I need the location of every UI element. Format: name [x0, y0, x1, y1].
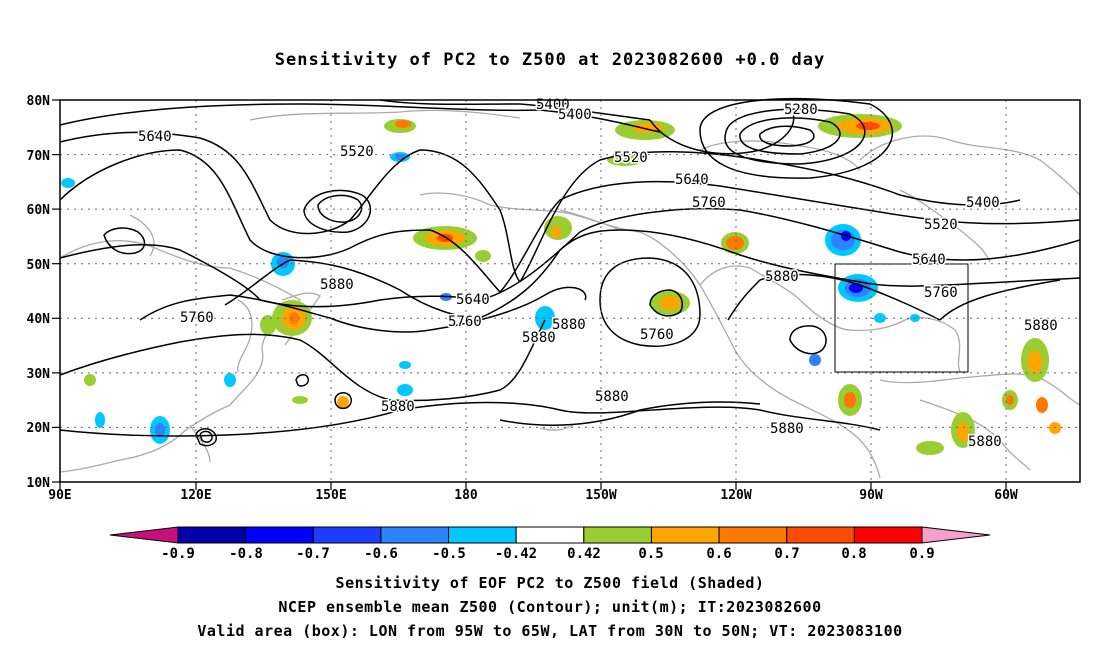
- map-area: 5400 5400 5280 5640 5520 5520 5640 5760 …: [27, 94, 1081, 503]
- lat-label: 60N: [27, 203, 51, 218]
- colorbar-label: -0.6: [364, 546, 398, 562]
- colorbar-label: -0.8: [229, 546, 263, 562]
- lon-tick-labels: 90E 120E 150E 180 150W 120W 90W 60W: [48, 488, 1018, 503]
- colorbar-label: 0.5: [638, 546, 663, 562]
- lat-label: 50N: [27, 258, 51, 273]
- lon-label: 120E: [180, 488, 211, 503]
- grid-lines: [60, 100, 1080, 482]
- lat-label: 30N: [27, 367, 51, 382]
- lon-label: 150W: [585, 488, 616, 503]
- colorbar-label: 0.9: [909, 546, 934, 562]
- colorbar-boxes: [177, 526, 923, 544]
- lat-tick-labels: 80N 70N 60N 50N 40N 30N 20N 10N: [27, 94, 51, 491]
- contour-label: 5760: [692, 195, 726, 211]
- lon-label: 150E: [315, 488, 346, 503]
- axis-ticks: [52, 99, 1007, 490]
- contour-label: 5880: [552, 317, 586, 333]
- colorbar-label: -0.5: [432, 546, 466, 562]
- lat-label: 80N: [27, 94, 51, 109]
- lat-label: 10N: [27, 476, 51, 491]
- contour-label: 5880: [765, 269, 799, 285]
- colorbar-box: [583, 526, 652, 544]
- colorbar-label: 0.42: [567, 546, 601, 562]
- map-frame: [59, 99, 1081, 483]
- colorbar-box: [448, 526, 517, 544]
- contour-label: 5400: [966, 195, 1000, 211]
- contour-label: 5880: [968, 434, 1002, 450]
- colorbar-high-end: [921, 526, 991, 544]
- plot-title: Sensitivity of PC2 to Z500 at 2023082600…: [274, 50, 826, 70]
- colorbar-box: [312, 526, 382, 544]
- contour-label: 5640: [456, 292, 490, 308]
- lon-label: 180: [454, 488, 478, 503]
- lon-label: 60W: [994, 488, 1018, 503]
- colorbar-box: [515, 526, 585, 544]
- colorbar-label: -0.9: [161, 546, 195, 562]
- colorbar-box: [650, 526, 720, 544]
- contour-label: 5400: [558, 107, 592, 123]
- contour-label: 5880: [320, 277, 354, 293]
- lat-label: 20N: [27, 421, 51, 436]
- contour-label: 5520: [614, 150, 648, 166]
- contour-label: 5880: [770, 421, 804, 437]
- colorbar-label: -0.42: [495, 546, 537, 562]
- contour-label: 5880: [522, 330, 556, 346]
- z500-contours: [59, 97, 1081, 447]
- caption-contour: NCEP ensemble mean Z500 (Contour); unit(…: [278, 598, 822, 616]
- contour-label: 5640: [138, 129, 172, 145]
- contour-label: 5760: [448, 314, 482, 330]
- lon-label: 90W: [859, 488, 883, 503]
- colorbar-box: [177, 526, 247, 544]
- colorbar-box: [245, 526, 314, 544]
- contour-label: 5520: [340, 144, 374, 160]
- contour-labels: 5400 5400 5280 5640 5520 5520 5640 5760 …: [137, 96, 1060, 452]
- colorbar-label: 0.8: [841, 546, 866, 562]
- lat-label: 70N: [27, 149, 51, 164]
- contour-label: 5640: [912, 252, 946, 268]
- lat-label: 40N: [27, 312, 51, 327]
- colorbar-label: 0.6: [706, 546, 731, 562]
- contour-label: 5760: [924, 285, 958, 301]
- lon-label: 90E: [48, 488, 71, 503]
- colorbar-label: 0.7: [774, 546, 799, 562]
- colorbar-label: -0.7: [296, 546, 330, 562]
- contour-label: 5880: [1024, 318, 1058, 334]
- colorbar-box: [853, 526, 923, 544]
- contour-label: 5760: [180, 310, 214, 326]
- caption-shaded: Sensitivity of EOF PC2 to Z500 field (Sh…: [335, 574, 765, 592]
- lon-label: 120W: [720, 488, 751, 503]
- contour-label: 5880: [595, 389, 629, 405]
- colorbar-low-end: [109, 526, 179, 544]
- contour-label: 5520: [924, 217, 958, 233]
- contour-label: 5640: [675, 172, 709, 188]
- colorbar-box: [718, 526, 788, 544]
- caption-valid-area: Valid area (box): LON from 95W to 65W, L…: [197, 622, 903, 640]
- contour-label: 5760: [640, 327, 674, 343]
- contour-label: 5880: [381, 399, 415, 415]
- colorbar-labels: -0.9 -0.8 -0.7 -0.6 -0.5 -0.42 0.42 0.5 …: [161, 546, 935, 562]
- colorbar-box: [786, 526, 855, 544]
- contour-label: 5280: [784, 102, 818, 118]
- colorbar: -0.9 -0.8 -0.7 -0.6 -0.5 -0.42 0.42 0.5 …: [109, 526, 991, 562]
- colorbar-box: [380, 526, 450, 544]
